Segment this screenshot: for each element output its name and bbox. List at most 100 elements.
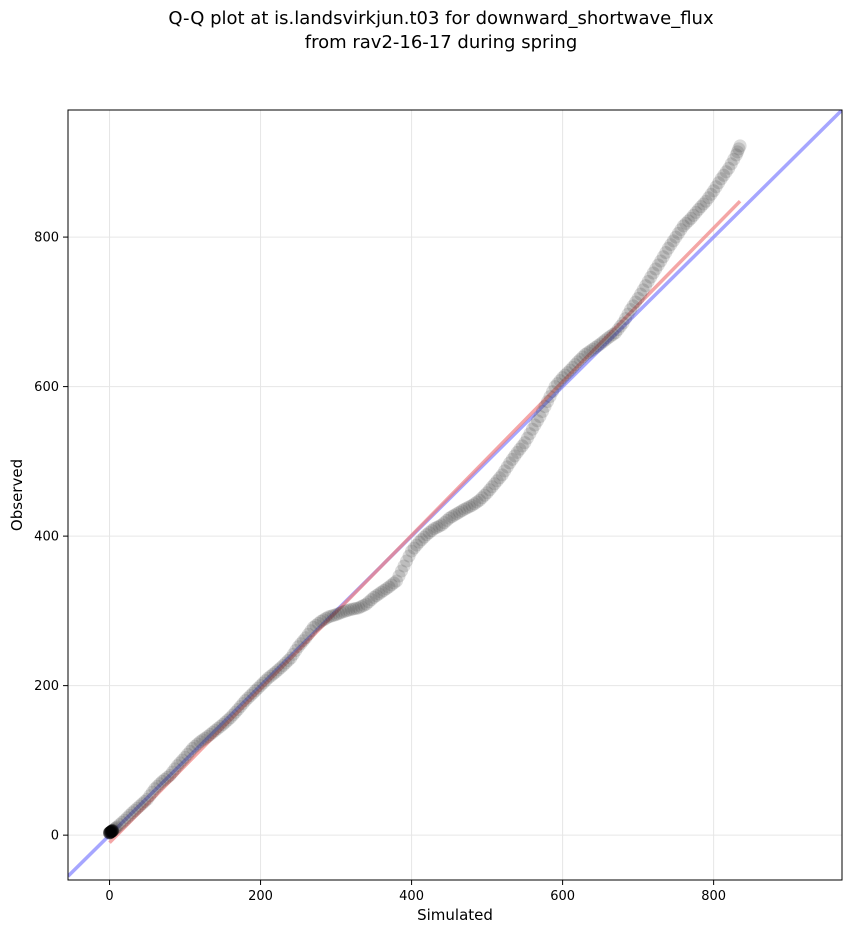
x-axis-ticks: 0 200 400 600 800	[105, 880, 726, 904]
qq-point	[170, 759, 184, 773]
qq-point	[692, 202, 706, 216]
qq-point	[425, 524, 439, 538]
qq-point	[553, 374, 567, 388]
qq-point	[697, 197, 711, 211]
qq-point	[269, 665, 283, 679]
qq-point	[447, 508, 461, 522]
qq-point	[412, 535, 426, 549]
qq-point	[402, 549, 416, 563]
qq-point	[538, 400, 552, 414]
qq-point	[103, 826, 117, 840]
qq-point	[684, 211, 698, 225]
qq-point	[505, 452, 519, 466]
qq-point	[153, 777, 167, 791]
qq-point	[571, 355, 585, 369]
qq-point	[389, 574, 403, 588]
qq-point	[354, 600, 368, 614]
qq-point	[233, 700, 247, 714]
qq-point	[646, 266, 660, 280]
y-axis-label: Observed	[8, 459, 26, 531]
qq-point	[369, 589, 383, 603]
qq-point	[379, 582, 393, 596]
qq-point	[367, 590, 381, 604]
qq-point	[271, 663, 285, 677]
qq-point	[719, 165, 733, 179]
qq-point	[686, 208, 700, 222]
qq-point	[498, 464, 512, 478]
qq-point	[211, 721, 225, 735]
qq-point	[478, 488, 492, 502]
qq-point	[661, 241, 675, 255]
qq-point	[306, 620, 320, 634]
qq-point	[430, 520, 444, 534]
qq-point	[644, 270, 658, 284]
qq-point	[274, 661, 288, 675]
qq-point	[613, 319, 627, 333]
qq-point	[639, 279, 653, 293]
qq-point	[591, 339, 605, 353]
qq-point	[666, 234, 680, 248]
qq-point	[374, 585, 388, 599]
qq-point	[261, 671, 275, 685]
qq-point	[671, 226, 685, 240]
qq-point	[334, 606, 348, 620]
qq-point	[561, 366, 575, 380]
qq-point	[106, 824, 120, 838]
qq-point	[676, 219, 690, 233]
qq-point	[611, 323, 625, 337]
qq-point	[722, 161, 736, 175]
qq-point	[598, 333, 612, 347]
qq-point	[155, 774, 169, 788]
qq-point	[196, 733, 210, 747]
qq-point	[324, 609, 338, 623]
qq-point	[105, 824, 119, 838]
qq-point	[515, 439, 529, 453]
qq-point	[281, 653, 295, 667]
qq-point	[656, 250, 670, 264]
qq-point	[104, 825, 118, 839]
qq-point	[304, 624, 318, 638]
qq-point	[543, 390, 557, 404]
qq-point	[115, 815, 129, 829]
qq-point	[289, 643, 303, 657]
qq-point	[377, 583, 391, 597]
qq-point	[226, 708, 240, 722]
qq-point	[437, 516, 451, 530]
qq-point	[634, 287, 648, 301]
qq-point	[337, 605, 351, 619]
qq-point	[636, 283, 650, 297]
qq-point	[216, 718, 230, 732]
qq-point	[669, 230, 683, 244]
qq-point	[601, 331, 615, 345]
qq-point	[593, 337, 607, 351]
qq-point	[596, 335, 610, 349]
qq-point	[422, 526, 436, 540]
qq-point	[415, 533, 429, 547]
qq-point	[362, 595, 376, 609]
y-tick-label: 0	[51, 829, 59, 844]
qq-point	[523, 427, 537, 441]
qq-point	[181, 747, 195, 761]
qq-point	[495, 468, 509, 482]
qq-point	[470, 495, 484, 509]
qq-point	[518, 436, 532, 450]
qq-point	[309, 618, 323, 632]
qq-point	[254, 679, 268, 693]
qq-point	[135, 797, 149, 811]
qq-point	[299, 631, 313, 645]
qq-point	[475, 491, 489, 505]
qq-point	[284, 651, 298, 665]
qq-point	[619, 312, 633, 326]
qq-point	[322, 610, 336, 624]
y-tick-label: 200	[34, 679, 59, 694]
qq-point	[508, 449, 522, 463]
qq-point	[158, 772, 172, 786]
qq-point	[148, 782, 162, 796]
qq-point	[183, 744, 197, 758]
qq-point	[176, 753, 190, 767]
qq-point	[541, 395, 555, 409]
qq-point	[221, 713, 235, 727]
qq-point	[316, 613, 330, 627]
qq-point	[238, 694, 252, 708]
qq-point	[203, 727, 217, 741]
